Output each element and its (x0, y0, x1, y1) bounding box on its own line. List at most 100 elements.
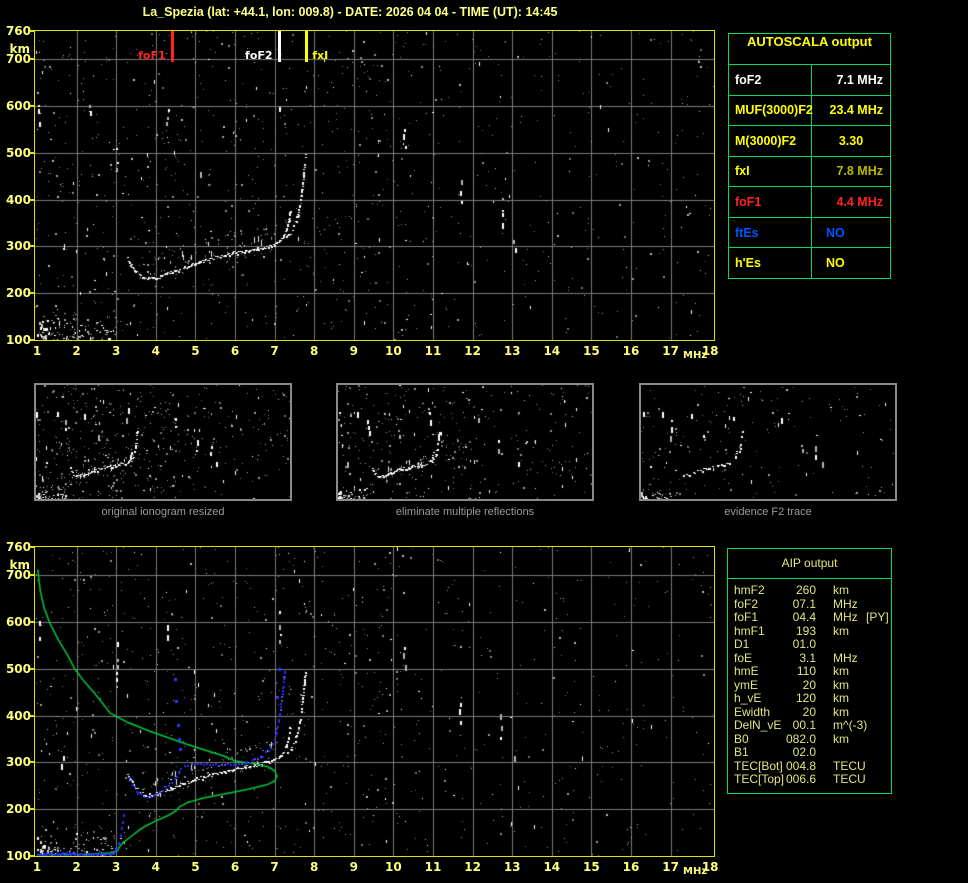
bottom-xtick-10: 10 (385, 860, 402, 874)
aip-label: hmF1 (734, 623, 765, 638)
aip-value: 01.0 (792, 637, 816, 651)
bottom-xtick-11: 11 (424, 860, 442, 874)
top-ytick-700: 700 (5, 52, 31, 67)
top-xtick-17: 17 (662, 344, 679, 358)
aip-value: 004.8 (786, 758, 817, 773)
aip-value: 3.1 (799, 650, 816, 665)
bottom-ytick-mark-100 (30, 855, 34, 857)
top-ytick-mark-760 (30, 30, 34, 32)
top-ytick-mark-500 (30, 151, 34, 154)
aip-output-table: AIP output hmF2 260 km foF2 07.1 MHz foF1 04.4 M… (727, 548, 892, 794)
thumbnail-evidence-f2-trace (639, 383, 897, 501)
bottom-xtick-13: 13 (503, 860, 521, 874)
autoscala-row-foF2: foF2 7.1 MHz (729, 64, 890, 95)
top-xtick-6: 6 (230, 344, 240, 358)
top-ytick-500: 500 (5, 145, 31, 160)
bottom-ionogram-plot (35, 547, 714, 856)
bottom-xtick-6: 6 (230, 860, 240, 874)
top-ionogram-panel: foF1 foF2 fxI (34, 30, 715, 341)
autoscala-row-value: NO (826, 256, 845, 271)
top-xtick-15: 15 (583, 344, 600, 358)
aip-label: B0 (734, 731, 749, 746)
aip-row-DelN_vE: DelN_vE 00.1 m^(-3) (734, 718, 891, 733)
aip-row-TEC[Bot]: TEC[Bot] 004.8 TECU (734, 758, 891, 774)
fxI-marker-line (305, 31, 309, 62)
top-xtick-11: 11 (424, 344, 442, 358)
bottom-xtick-8: 8 (310, 860, 319, 874)
foF1-marker-line (170, 31, 174, 62)
aip-label: DelN_vE (734, 718, 782, 732)
bottom-xtick-4: 4 (151, 860, 160, 874)
autoscala-row-fxI: fxI 7.8 MHz (729, 155, 890, 187)
top-ytick-mark-400 (30, 198, 34, 201)
autoscala-row-label: fxI (729, 156, 812, 187)
aip-value: 120 (795, 691, 816, 705)
top-ytick-200: 200 (5, 286, 31, 301)
bottom-ytick-500: 500 (5, 661, 31, 676)
top-ytick-mark-100 (30, 339, 34, 341)
bottom-ytick-mark-500 (30, 667, 34, 670)
autoscala-row-value: 7.8 MHz (836, 164, 883, 179)
aip-value: 02.0 (792, 745, 816, 759)
bottom-ytick-100: 100 (5, 849, 31, 863)
bottom-ytick-mark-700 (30, 574, 34, 577)
aip-row-B1: B1 02.0 (734, 745, 891, 760)
aip-row-hmF2: hmF2 260 km (734, 583, 891, 598)
autoscala-row-M(3000)F2: M(3000)F2 3.30 (729, 125, 890, 156)
aip-unit: MHz (833, 610, 858, 624)
aip-unit (833, 746, 866, 760)
foF1-marker-label: foF1 (138, 49, 166, 62)
top-yaxis-unit: km (9, 42, 30, 56)
aip-value: 260 (795, 583, 816, 597)
aip-row-foF2: foF2 07.1 MHz (734, 596, 891, 612)
aip-label: Ewidth (734, 704, 771, 719)
aip-unit: km (833, 664, 849, 678)
aip-row-hmF1: hmF1 193 km (734, 623, 891, 639)
aip-value: 20 (802, 677, 816, 692)
top-xtick-12: 12 (464, 344, 481, 358)
thumbnail-caption-evidence: evidence F2 trace (724, 506, 812, 518)
aip-table-rows: hmF2 260 km foF2 07.1 MHz foF1 04.4 MHz [PY] hmF1 1… (728, 579, 891, 787)
autoscala-row-label: MUF(3000)F2 (729, 95, 813, 126)
aip-value: 193 (795, 623, 816, 638)
autoscala-row-value: 23.4 MHz (829, 103, 884, 118)
bottom-ytick-mark-600 (30, 620, 34, 623)
bottom-xtick-12: 12 (464, 860, 481, 874)
top-ytick-600: 600 (5, 98, 31, 113)
aip-label: foF1 (734, 610, 759, 624)
top-xtick-2: 2 (72, 344, 81, 358)
bottom-xtick-17: 17 (662, 860, 679, 874)
bottom-xtick-1: 1 (32, 860, 42, 874)
top-ytick-760: 760 (5, 24, 31, 38)
aip-unit: MHz (833, 650, 858, 665)
page-title: La_Spezia (lat: +44.1, lon: 009.8) - DAT… (142, 5, 558, 19)
top-ytick-400: 400 (5, 192, 31, 207)
autoscala-row-value: NO (826, 225, 845, 240)
autoscala-table-rows: foF2 7.1 MHz MUF(3000)F2 23.4 MHz M(3000)F2 3… (729, 64, 890, 278)
bottom-xtick-2: 2 (72, 860, 81, 874)
thumbnail-original-ionogram-plot (36, 385, 290, 499)
top-xtick-16: 16 (622, 344, 640, 358)
aip-value: 07.1 (792, 596, 816, 611)
aip-label: hmF2 (734, 583, 765, 597)
bottom-yaxis-unit: km (9, 558, 30, 572)
fxI-marker-label: fxI (312, 49, 329, 62)
aip-value: 082.0 (786, 731, 817, 746)
aip-unit: m^(-3) (833, 718, 868, 732)
aip-unit: km (833, 691, 849, 705)
top-xaxis-unit: MHz (683, 350, 708, 361)
autoscala-table-title: AUTOSCALA output (747, 34, 872, 49)
bottom-xtick-3: 3 (112, 860, 121, 874)
aip-label: ymE (734, 677, 758, 692)
bottom-ytick-700: 700 (5, 568, 31, 583)
bottom-ionogram-panel (34, 546, 715, 857)
top-xtick-9: 9 (349, 344, 358, 358)
aip-label: TEC[Top] (734, 772, 785, 786)
autoscala-row-foF1: foF1 4.4 MHz (729, 186, 890, 217)
top-ytick-300: 300 (5, 239, 31, 254)
aip-unit: km (833, 677, 849, 692)
bottom-xtick-14: 14 (543, 860, 561, 874)
autoscala-row-value: 7.1 MHz (836, 72, 883, 87)
aip-unit: km (833, 704, 849, 719)
